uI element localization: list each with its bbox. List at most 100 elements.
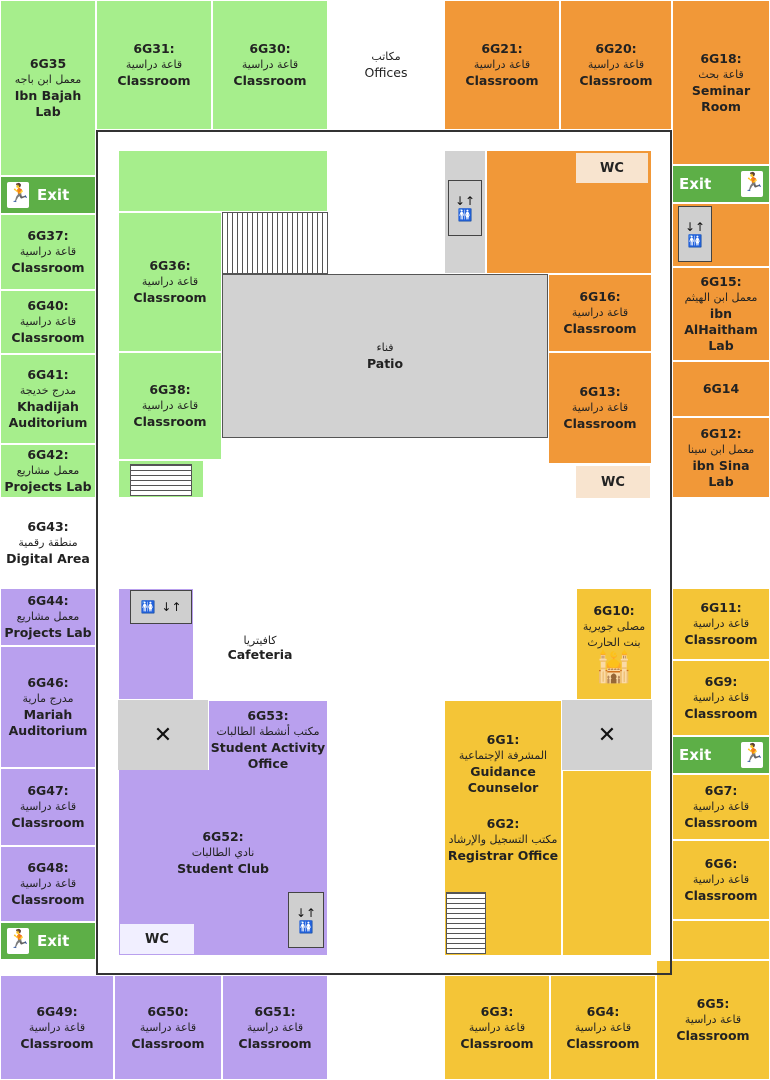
lift-arrows-icon: ↓↑	[295, 906, 317, 920]
room-english: Classroom	[684, 632, 758, 647]
room-6g46[interactable]: 6G46: مدرج مارية Mariah Auditorium	[0, 646, 96, 768]
room-6g37[interactable]: 6G37: قاعة دراسية Classroom	[0, 214, 96, 290]
room-6g5[interactable]: 6G5: قاعة دراسية Classroom	[656, 960, 770, 1080]
room-6g36[interactable]: 6G36: قاعة دراسية Classroom	[118, 212, 222, 352]
closed-area-left: ✕	[118, 700, 208, 770]
close-icon: ✕	[153, 722, 173, 748]
room-code: 6G49:	[36, 1003, 78, 1019]
room-6g15[interactable]: 6G15: معمل ابن الهيثم ibn AlHaitham Lab	[672, 267, 770, 361]
room-6g20[interactable]: 6G20: قاعة دراسية Classroom	[560, 0, 672, 130]
room-6g14[interactable]: 6G14	[672, 361, 770, 417]
room-arabic: مدرج خديجة	[19, 384, 77, 397]
room-english: Student Club	[177, 860, 269, 876]
room-arabic: قاعة دراسية	[141, 275, 199, 288]
room-6g13[interactable]: 6G13: قاعة دراسية Classroom	[548, 352, 652, 464]
room-arabic: قاعة دراسية	[692, 800, 750, 813]
room-arabic: قاعة دراسية	[587, 58, 645, 71]
room-6g11[interactable]: 6G11: قاعة دراسية Classroom	[672, 588, 770, 660]
lift-arrows-icon: ↓↑	[454, 194, 476, 208]
room-english: Student Activity Office	[210, 740, 326, 771]
room-code: 6G52:	[202, 828, 244, 844]
wc-label: WC	[600, 160, 624, 176]
room-6g40[interactable]: 6G40: قاعة دراسية Classroom	[0, 290, 96, 354]
restroom-icon: 🚻	[140, 600, 156, 614]
room-code: 6G18:	[700, 50, 742, 66]
room-code: 6G43:	[27, 519, 69, 534]
wc-label: WC	[601, 474, 625, 490]
room-6g7[interactable]: 6G7: قاعة دراسية Classroom	[672, 774, 770, 840]
room-english: ibn AlHaitham Lab	[684, 306, 758, 353]
restroom-lift-icon: 🚻 ↓↑	[130, 590, 192, 624]
room-arabic: قاعة بحث	[698, 67, 744, 81]
room-code: 6G3:	[480, 1003, 514, 1019]
room-6g44[interactable]: 6G44: معمل مشاريع Projects Lab	[0, 588, 96, 646]
room-arabic: قاعة دراسية	[139, 1020, 197, 1034]
room-6g1-6g2[interactable]: 6G1: المشرفة الإجتماعية Guidance Counsel…	[444, 700, 562, 956]
room-code: 6G14	[702, 381, 740, 396]
room-arabic: مكتب التسجيل والإرشاد	[448, 833, 558, 846]
wc-top-right[interactable]: WC	[576, 153, 648, 183]
wc-label: WC	[145, 931, 169, 947]
restroom-icon: 🚻	[298, 920, 314, 934]
cafeteria-label[interactable]: كافيتريا Cafeteria	[200, 634, 320, 662]
yellow-area-right	[562, 770, 652, 956]
inner-wall-top	[96, 130, 672, 132]
room-6g41[interactable]: 6G41: مدرج خديجة Khadijah Auditorium	[0, 354, 96, 444]
room-6g49[interactable]: 6G49: قاعة دراسية Classroom	[0, 975, 114, 1080]
room-6g12[interactable]: 6G12: معمل ابن سينا ibn Sina Lab	[672, 417, 770, 498]
room-6g50[interactable]: 6G50: قاعة دراسية Classroom	[114, 975, 222, 1080]
room-6g47[interactable]: 6G47: قاعة دراسية Classroom	[0, 768, 96, 846]
room-english: Classroom	[133, 414, 207, 429]
offices[interactable]: مكاتب Offices	[328, 0, 444, 130]
room-english: Offices	[364, 65, 408, 80]
room-6g51[interactable]: 6G51: قاعة دراسية Classroom	[222, 975, 328, 1080]
room-code: 6G11:	[700, 600, 742, 615]
lift-restroom-icon: ↓↑ 🚻	[288, 892, 324, 948]
room-code: 6G35	[29, 56, 67, 71]
exit-sign-left-bottom: Exit	[0, 922, 96, 960]
room-english: Classroom	[563, 416, 637, 431]
room-6g16[interactable]: 6G16: قاعة دراسية Classroom	[548, 274, 652, 352]
mosque-icon: 🕌	[595, 650, 633, 685]
room-code: 6G36:	[149, 258, 191, 273]
room-6g43[interactable]: 6G43: منطقة رقمية Digital Area	[0, 498, 96, 588]
room-6g42[interactable]: 6G42: معمل مشاريع Projects Lab	[0, 444, 96, 498]
room-english: Registrar Office	[447, 848, 559, 863]
room-code: 6G47:	[27, 783, 69, 798]
room-6g9[interactable]: 6G9: قاعة دراسية Classroom	[672, 660, 770, 736]
lift-restroom-icon: ↓↑ 🚻	[448, 180, 482, 236]
inner-wall-right	[670, 130, 672, 975]
room-arabic: قاعة دراسية	[241, 58, 299, 71]
room-6g53[interactable]: 6G53: مكتب أنشطة الطالبات Student Activi…	[208, 700, 328, 780]
room-arabic: قاعة دراسية	[19, 800, 77, 813]
room-code: 6G37:	[27, 228, 69, 243]
lift-arrows-icon: ↓↑	[161, 600, 182, 614]
exit-icon	[741, 742, 764, 768]
room-6g21[interactable]: 6G21: قاعة دراسية Classroom	[444, 0, 560, 130]
room-arabic: فناء	[376, 341, 394, 354]
room-code: 6G48:	[27, 860, 69, 875]
room-6g4[interactable]: 6G4: قاعة دراسية Classroom	[550, 975, 656, 1080]
room-english: Classroom	[11, 330, 85, 345]
room-6g30[interactable]: 6G30: قاعة دراسية Classroom	[212, 0, 328, 130]
room-6g48[interactable]: 6G48: قاعة دراسية Classroom	[0, 846, 96, 922]
patio[interactable]: فناء Patio	[222, 274, 548, 438]
room-6g35[interactable]: 6G35 معمل ابن باجه Ibn Bajah Lab	[0, 0, 96, 176]
room-arabic: قاعة دراسية	[141, 399, 199, 412]
room-english: Classroom	[20, 1035, 94, 1051]
room-english: Digital Area	[6, 551, 90, 566]
room-6g38[interactable]: 6G38: قاعة دراسية Classroom	[118, 352, 222, 460]
room-6g18[interactable]: 6G18: قاعة بحث Seminar Room	[672, 0, 770, 165]
room-6g6[interactable]: 6G6: قاعة دراسية Classroom	[672, 840, 770, 920]
room-6g31[interactable]: 6G31: قاعة دراسية Classroom	[96, 0, 212, 130]
inner-wall-left	[96, 130, 98, 975]
room-6g10[interactable]: 6G10: مصلى جويرية بنت الحارث 🕌	[576, 588, 652, 700]
exit-label: Exit	[37, 186, 70, 204]
exit-icon	[7, 182, 30, 208]
room-code: 6G13:	[579, 384, 621, 399]
room-english: Classroom	[684, 888, 758, 903]
wc-bottom-left[interactable]: WC	[120, 924, 194, 954]
room-6g3[interactable]: 6G3: قاعة دراسية Classroom	[444, 975, 550, 1080]
room-arabic: قاعة دراسية	[19, 877, 77, 890]
wc-right-lower[interactable]: WC	[576, 466, 650, 498]
